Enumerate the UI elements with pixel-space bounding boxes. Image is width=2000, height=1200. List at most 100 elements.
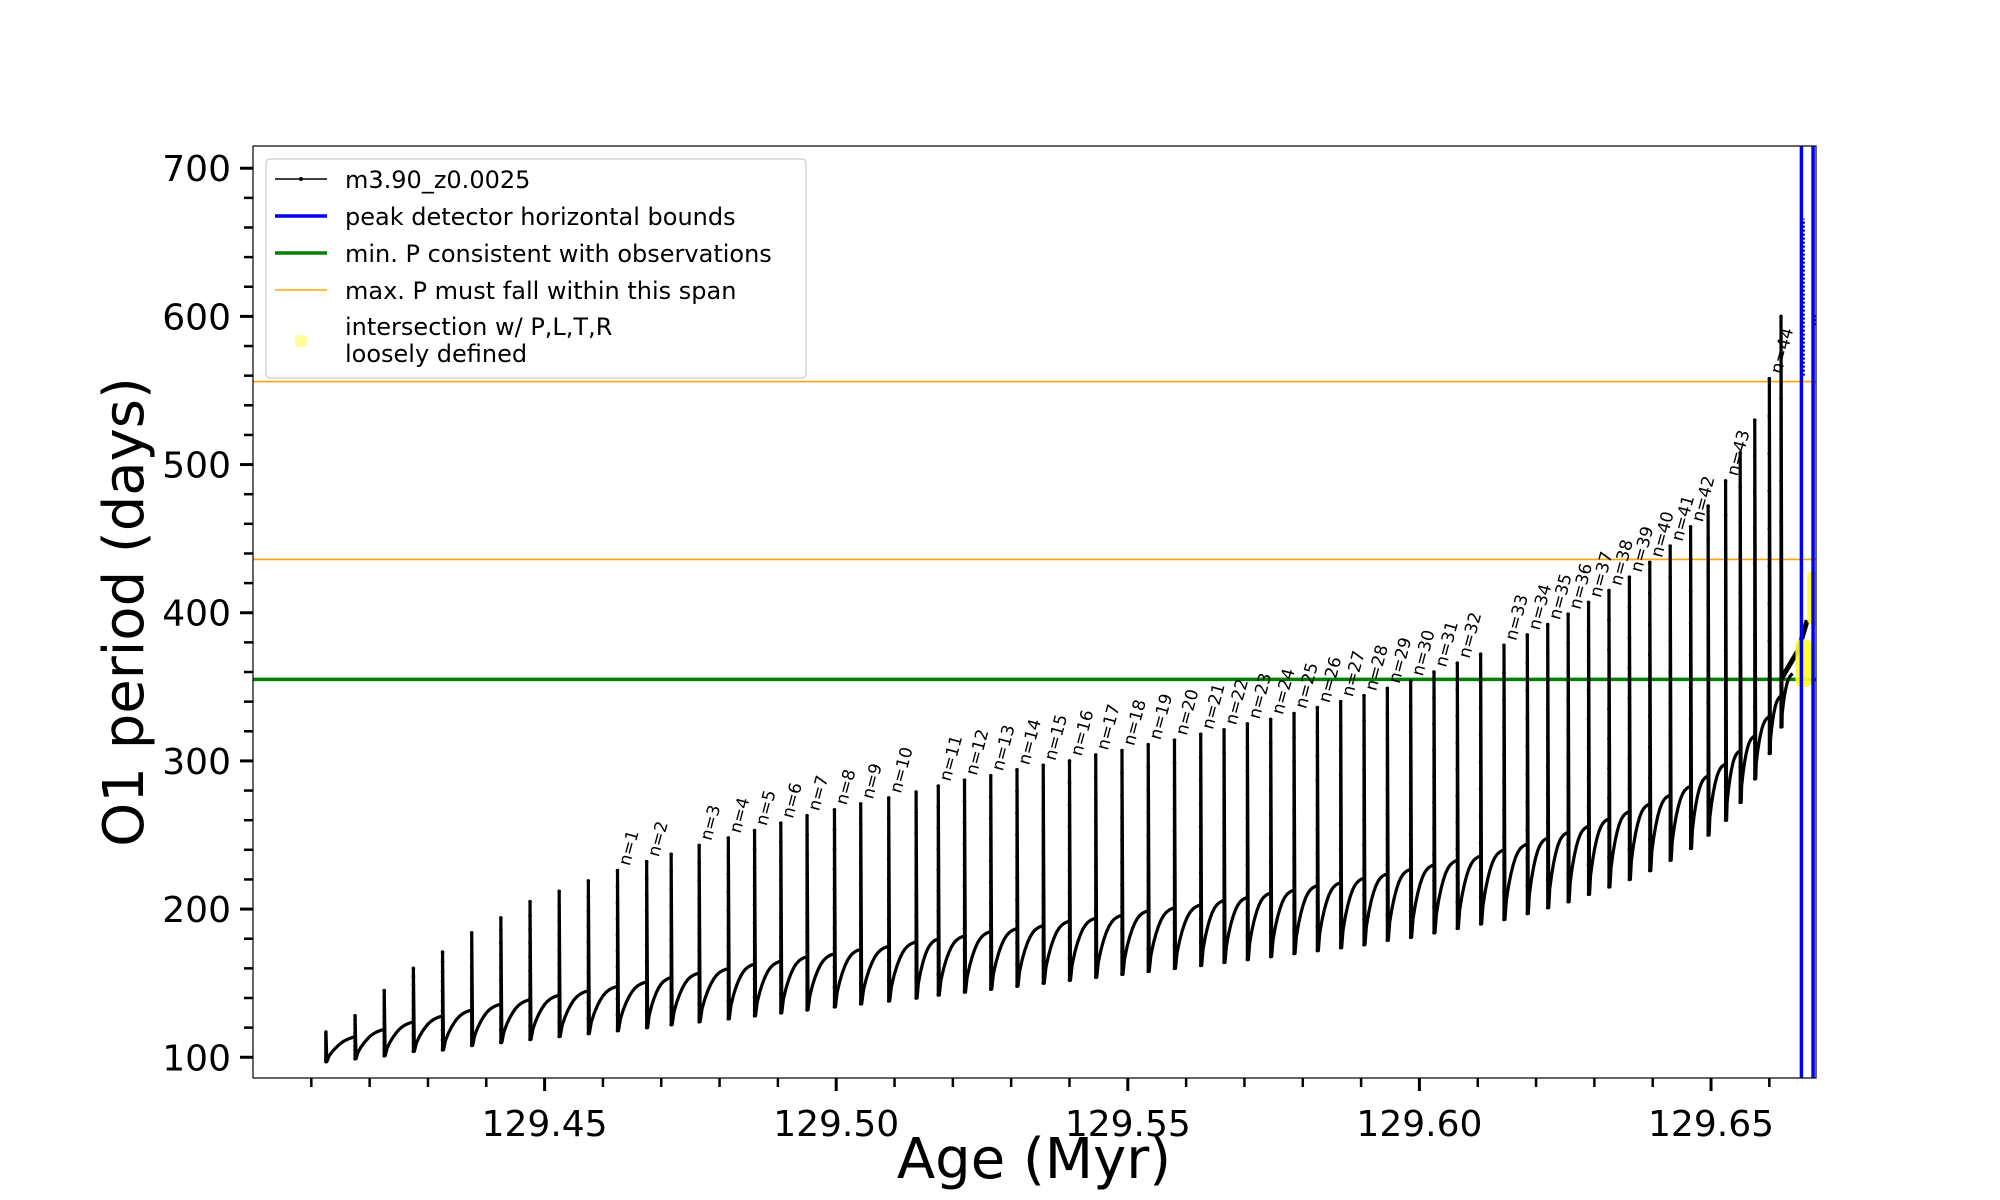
series-point	[1432, 904, 1436, 909]
series-point	[1738, 730, 1742, 735]
series-point	[586, 1001, 591, 1005]
series-point	[1545, 707, 1550, 712]
series-point	[779, 878, 783, 882]
series-point	[1172, 806, 1177, 811]
series-point	[1385, 711, 1390, 716]
series-point	[557, 1034, 561, 1039]
series-point	[353, 1056, 357, 1061]
series-point	[697, 966, 701, 971]
series-point	[832, 867, 837, 871]
series-point	[1268, 812, 1273, 817]
series-point	[1478, 706, 1483, 710]
series-point	[1502, 808, 1506, 812]
series-point	[1586, 600, 1591, 605]
series-point	[1315, 754, 1320, 758]
series-point	[1525, 716, 1530, 721]
series-point	[1455, 846, 1460, 851]
series-point	[1545, 651, 1550, 655]
series-point	[962, 884, 967, 888]
series-point	[858, 1002, 863, 1006]
series-point	[726, 908, 731, 913]
series-point	[886, 978, 891, 983]
series-point	[1172, 920, 1177, 925]
series-point	[726, 872, 731, 876]
y-tick-label: 400	[162, 594, 231, 635]
series-point	[1738, 485, 1742, 490]
series-point	[1362, 718, 1366, 723]
series-point	[1198, 940, 1203, 945]
series-point	[499, 1028, 503, 1032]
series-point	[1432, 696, 1436, 700]
series-point	[914, 810, 918, 815]
series-point	[832, 945, 837, 950]
series-point	[1198, 801, 1203, 806]
series-point	[1362, 942, 1366, 947]
series-point	[469, 942, 474, 946]
series-point	[1146, 833, 1151, 838]
series-point	[1767, 526, 1772, 531]
series-point	[324, 1036, 328, 1040]
series-point	[697, 861, 701, 865]
series-point	[440, 1008, 445, 1013]
series-point	[1408, 909, 1413, 914]
series-point	[1478, 760, 1483, 764]
series-point	[962, 969, 967, 973]
series-point	[1198, 732, 1203, 737]
series-point	[1408, 807, 1413, 811]
series-point	[1292, 783, 1296, 788]
series-point	[528, 899, 532, 904]
series-point	[557, 1020, 561, 1024]
series-point	[1245, 886, 1250, 891]
series-point	[440, 979, 445, 984]
series-point	[499, 928, 503, 933]
series-point	[1767, 676, 1772, 681]
series-point	[1566, 698, 1570, 703]
series-point	[1015, 832, 1019, 837]
series-point	[936, 846, 941, 851]
series-point	[669, 988, 673, 993]
series-point	[1478, 652, 1483, 657]
series-point	[779, 916, 783, 920]
series-point	[1767, 714, 1772, 718]
series-point	[1015, 876, 1019, 880]
series-point	[1738, 660, 1742, 665]
series-point	[779, 821, 783, 825]
series-point	[586, 924, 591, 929]
series-point	[1245, 957, 1250, 962]
series-point	[1607, 885, 1611, 889]
series-point	[1752, 418, 1757, 422]
series-point	[914, 934, 918, 938]
series-point	[353, 1052, 357, 1057]
series-point	[1779, 601, 1783, 606]
series-point	[1041, 981, 1046, 985]
series-point	[1408, 679, 1413, 683]
series-point	[586, 1016, 591, 1021]
series-point	[411, 974, 416, 979]
series-point	[1688, 525, 1693, 529]
series-point	[962, 778, 967, 782]
series-point	[469, 930, 474, 935]
series-point	[440, 989, 445, 993]
series-point	[779, 840, 783, 844]
series-point	[353, 1048, 357, 1052]
series-point	[962, 799, 967, 804]
series-point	[1627, 877, 1632, 882]
series-point	[1146, 969, 1151, 974]
series-point	[805, 969, 809, 973]
series-point	[1478, 814, 1483, 818]
series-point	[1093, 797, 1098, 802]
series-point	[914, 954, 918, 959]
series-point	[936, 888, 941, 893]
series-point	[1668, 669, 1672, 674]
series-point	[1607, 618, 1611, 622]
series-point	[858, 802, 863, 806]
peak-detector-vlines	[1799, 146, 1815, 1078]
series-point	[805, 988, 809, 993]
series-point	[1647, 745, 1652, 750]
series-point	[1268, 741, 1273, 745]
series-point	[1738, 555, 1742, 560]
legend-yellow-marker	[295, 335, 307, 347]
series-point	[1647, 560, 1652, 565]
series-point	[528, 913, 532, 918]
series-point	[1723, 716, 1728, 721]
